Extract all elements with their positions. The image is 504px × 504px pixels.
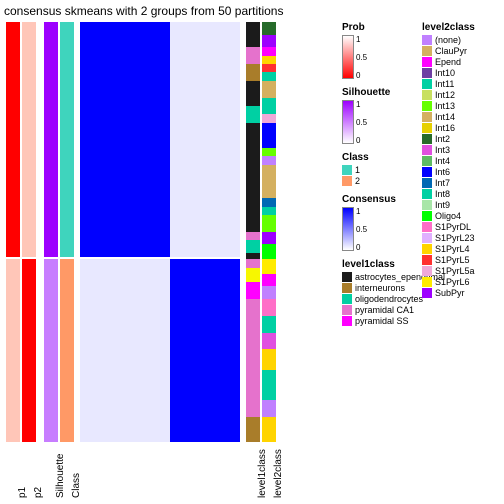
heatmap (6, 22, 336, 442)
legend-item: Int7 (422, 178, 502, 188)
column-level2class (262, 22, 276, 442)
legend-item: S1PyrDL (422, 222, 502, 232)
legend-item: Int8 (422, 189, 502, 199)
column-p2 (22, 22, 36, 442)
x-axis-labels: p1 p2 Silhouette Class level1class level2clas… (6, 444, 336, 500)
legend-item: Int16 (422, 123, 502, 133)
legend-item: Int11 (422, 79, 502, 89)
column-p1 (6, 22, 20, 442)
legend-item: S1PyrL4 (422, 244, 502, 254)
legend-item: Int4 (422, 156, 502, 166)
legend-item: Int2 (422, 134, 502, 144)
legend-item: Int13 (422, 101, 502, 111)
legend-item: ClauPyr (422, 46, 502, 56)
legend-level2class-title: level2class (422, 22, 502, 33)
legend-item: Oligo4 (422, 211, 502, 221)
legend-item: S1PyrL5 (422, 255, 502, 265)
legend-item: Int9 (422, 200, 502, 210)
legend-item: S1PyrL6 (422, 277, 502, 287)
legend-item: Int3 (422, 145, 502, 155)
column-consensus (80, 22, 240, 442)
xlabel-Silhouette: Silhouette (55, 454, 66, 498)
legend-item: Int12 (422, 90, 502, 100)
legend-item: Int10 (422, 68, 502, 78)
legend-item: S1PyrL5a (422, 266, 502, 276)
legend-item: Int14 (422, 112, 502, 122)
page-title: consensus skmeans with 2 groups from 50 … (4, 4, 283, 18)
legend-item: Int6 (422, 167, 502, 177)
column-level1class (246, 22, 260, 442)
xlabel-p2: p2 (33, 487, 44, 498)
xlabel-level1class: level1class (257, 449, 268, 498)
legend-item: S1PyrL23 (422, 233, 502, 243)
legend-item: (none) (422, 35, 502, 45)
column-Class (60, 22, 74, 442)
xlabel-p1: p1 (17, 487, 28, 498)
xlabel-Class: Class (71, 473, 82, 498)
column-Silhouette (44, 22, 58, 442)
xlabel-level2class: level2class (273, 449, 284, 498)
legends-right: level2class(none)ClauPyrEpendInt10Int11I… (422, 22, 502, 299)
legend-item: SubPyr (422, 288, 502, 298)
legend-item: Epend (422, 57, 502, 67)
